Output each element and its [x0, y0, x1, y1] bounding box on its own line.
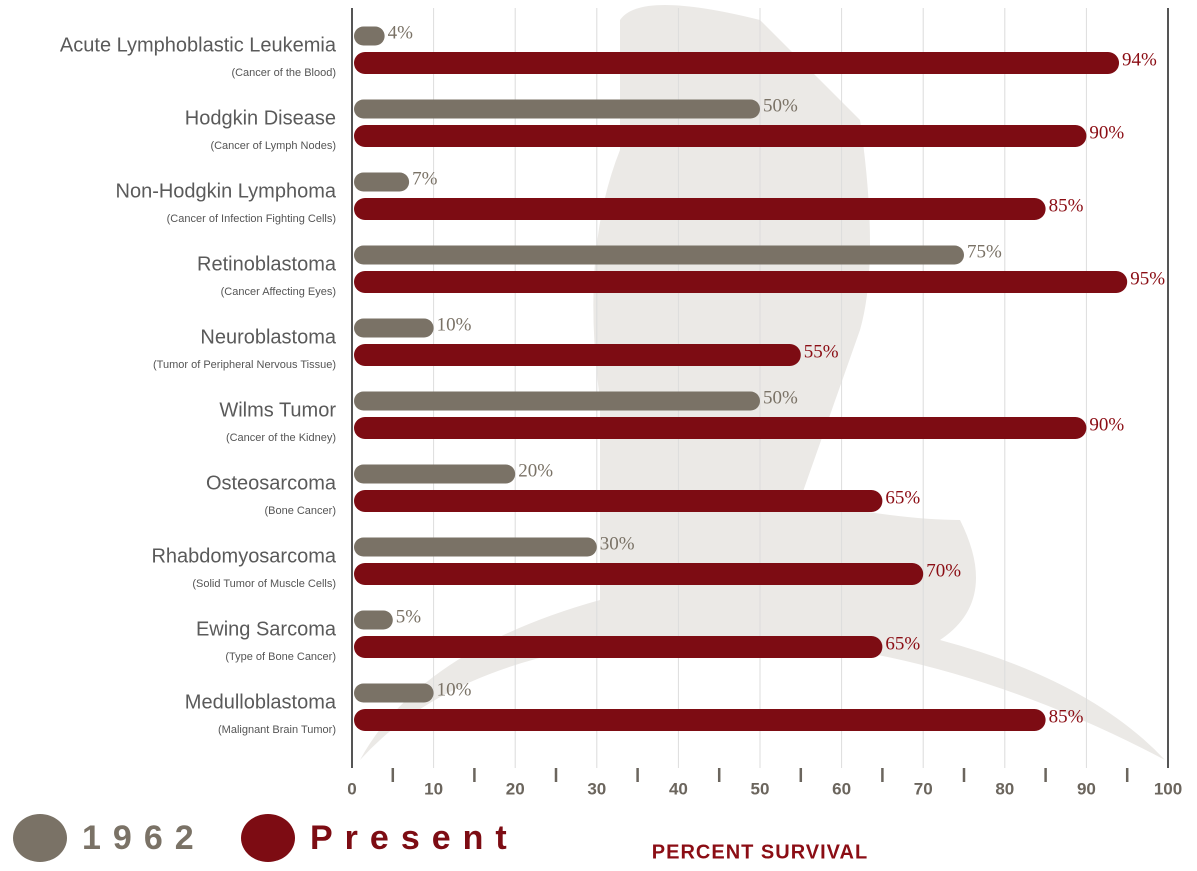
bar	[354, 537, 597, 557]
x-axis-title: PERCENT SURVIVAL	[652, 841, 868, 863]
background-silhouette	[360, 5, 1165, 760]
value-label: 70%	[926, 560, 961, 581]
value-label: 65%	[885, 487, 920, 508]
value-label: 85%	[1049, 195, 1084, 216]
category-subtitle: (Solid Tumor of Muscle Cells)	[192, 578, 336, 590]
value-label: 50%	[763, 387, 798, 408]
value-label: 10%	[437, 679, 472, 700]
bar	[354, 563, 924, 585]
category-subtitle: (Cancer of the Blood)	[231, 67, 336, 79]
category-label: Hodgkin Disease	[185, 107, 336, 129]
bar	[354, 610, 393, 630]
value-label: 55%	[804, 341, 839, 362]
value-label: 50%	[763, 95, 798, 116]
value-label: 95%	[1130, 268, 1165, 289]
value-label: 75%	[967, 241, 1002, 262]
category-subtitle: (Cancer of Infection Fighting Cells)	[167, 213, 336, 225]
bar	[354, 490, 883, 512]
category-subtitle: (Cancer of the Kidney)	[226, 432, 336, 444]
bar	[354, 318, 434, 338]
x-tick-label: 40	[669, 779, 688, 798]
bar	[354, 271, 1128, 293]
bar	[354, 709, 1046, 731]
bar	[354, 52, 1120, 74]
bar	[354, 26, 385, 46]
x-tick-label: 60	[832, 779, 851, 798]
bar	[354, 172, 410, 192]
value-label: 30%	[600, 533, 635, 554]
category-subtitle: (Cancer of Lymph Nodes)	[210, 140, 336, 152]
category-label: Ewing Sarcoma	[196, 618, 337, 640]
value-label: 65%	[885, 633, 920, 654]
value-label: 85%	[1049, 706, 1084, 727]
category-label: Wilms Tumor	[219, 399, 336, 421]
value-label: 20%	[518, 460, 553, 481]
bar	[354, 391, 760, 411]
x-tick-label: 100	[1154, 779, 1182, 798]
x-tick-label: 80	[995, 779, 1014, 798]
bar	[354, 125, 1087, 147]
value-label: 90%	[1089, 122, 1124, 143]
value-label: 4%	[388, 22, 414, 43]
category-subtitle: (Malignant Brain Tumor)	[218, 724, 336, 736]
category-label: Acute Lymphoblastic Leukemia	[60, 34, 337, 56]
value-label: 5%	[396, 606, 422, 627]
legend-label: 1962	[82, 819, 206, 857]
x-tick-label: 90	[1077, 779, 1096, 798]
value-label: 10%	[437, 314, 472, 335]
bar	[354, 683, 434, 703]
value-label: 94%	[1122, 49, 1157, 70]
legend-marker	[13, 814, 67, 862]
x-tick-label: 30	[587, 779, 606, 798]
value-label: 7%	[412, 168, 438, 189]
bar	[354, 344, 801, 366]
category-label: Retinoblastoma	[197, 253, 337, 275]
category-subtitle: (Tumor of Peripheral Nervous Tissue)	[153, 359, 336, 371]
category-subtitle: (Bone Cancer)	[264, 505, 336, 517]
x-tick-label: 20	[506, 779, 525, 798]
x-tick-label: 0	[347, 779, 356, 798]
category-label: Neuroblastoma	[200, 326, 337, 348]
category-label: Rhabdomyosarcoma	[151, 545, 336, 567]
legend-label: Present	[310, 819, 519, 857]
legend-marker	[241, 814, 295, 862]
x-tick-label: 50	[751, 779, 770, 798]
bar	[354, 636, 883, 658]
bar	[354, 99, 760, 119]
category-subtitle: (Cancer Affecting Eyes)	[221, 286, 336, 298]
bar	[354, 417, 1087, 439]
category-subtitle: (Type of Bone Cancer)	[225, 651, 336, 663]
category-label: Non-Hodgkin Lymphoma	[116, 180, 337, 202]
bar	[354, 245, 964, 265]
category-label: Medulloblastoma	[185, 691, 337, 713]
category-label: Osteosarcoma	[206, 472, 337, 494]
bar	[354, 198, 1046, 220]
x-tick-label: 70	[914, 779, 933, 798]
x-tick-label: 10	[424, 779, 443, 798]
value-label: 90%	[1089, 414, 1124, 435]
bar	[354, 464, 516, 484]
